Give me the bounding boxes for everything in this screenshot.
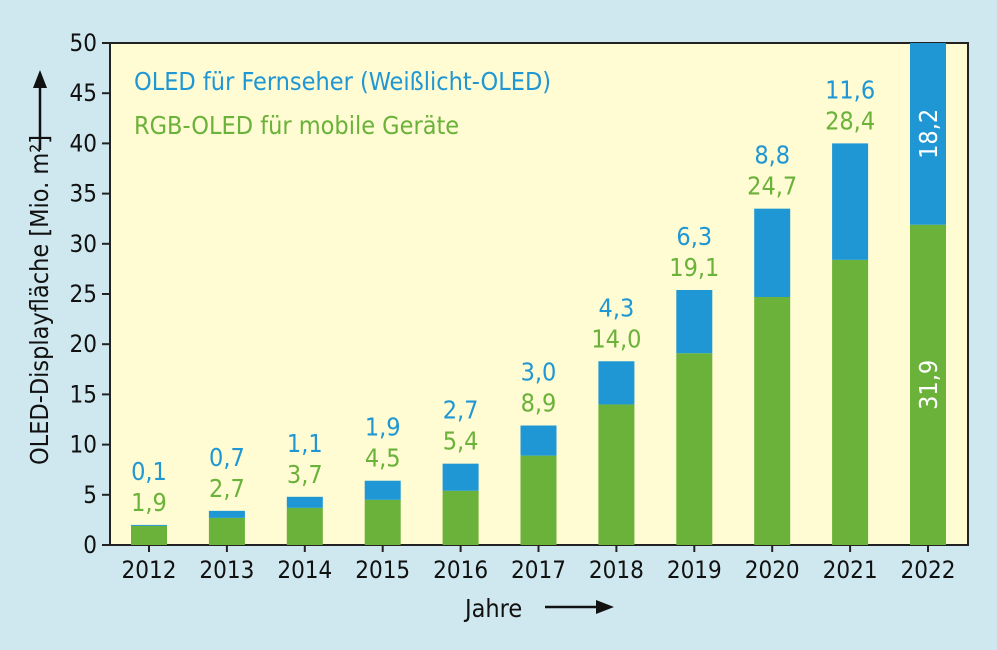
value-label-tv-oled: 4,3 bbox=[599, 293, 635, 322]
bar-rgb-oled bbox=[598, 404, 635, 545]
y-tick-label: 35 bbox=[70, 180, 97, 208]
value-label-rgb-oled: 28,4 bbox=[825, 106, 875, 135]
bar-rgb-oled bbox=[676, 353, 713, 545]
value-label-tv-oled: 0,7 bbox=[209, 443, 245, 472]
bar-rgb-oled bbox=[364, 499, 401, 545]
y-tick-label: 40 bbox=[70, 129, 97, 157]
value-label-tv-oled: 3,0 bbox=[521, 358, 557, 387]
x-tick-label: 2017 bbox=[511, 556, 566, 584]
x-tick-label: 2015 bbox=[355, 556, 410, 584]
x-tick-label: 2019 bbox=[667, 556, 722, 584]
bar-tv-oled bbox=[910, 43, 946, 225]
x-tick-label: 2014 bbox=[277, 556, 332, 584]
bar-rgb-oled bbox=[520, 455, 557, 545]
x-axis-title-group: Jahre bbox=[463, 594, 614, 623]
bar-rgb-oled bbox=[910, 224, 946, 545]
legend-rgb-oled: RGB-OLED für mobile Geräte bbox=[134, 111, 459, 140]
x-tick-label: 2021 bbox=[823, 556, 878, 584]
y-axis-title: OLED-Displayfläche [Mio. m²] bbox=[25, 135, 54, 465]
y-tick-label: 45 bbox=[70, 79, 97, 107]
x-axis-arrow-head bbox=[596, 600, 614, 614]
value-label-rgb-oled: 5,4 bbox=[443, 427, 479, 456]
y-tick-label: 15 bbox=[70, 380, 97, 408]
x-tick-label: 2018 bbox=[589, 556, 644, 584]
value-label-tv-oled: 0,1 bbox=[131, 457, 167, 486]
y-tick-label: 25 bbox=[70, 280, 97, 308]
x-tick-label: 2012 bbox=[122, 556, 177, 584]
bar-tv-oled bbox=[364, 480, 401, 500]
legend-tv-oled: OLED für Fernseher (Weißlicht-OLED) bbox=[134, 67, 551, 96]
value-label-tv-oled: 2,7 bbox=[443, 396, 479, 425]
bar-tv-oled bbox=[832, 143, 869, 260]
bar-tv-oled bbox=[520, 425, 557, 456]
y-tick-label: 0 bbox=[83, 531, 97, 559]
y-tick-label: 20 bbox=[70, 330, 97, 358]
x-tick-label: 2020 bbox=[745, 556, 800, 584]
x-axis-title: Jahre bbox=[463, 594, 522, 623]
x-tick-label: 2013 bbox=[199, 556, 254, 584]
value-label-tv-oled: 1,9 bbox=[365, 413, 401, 442]
value-label-rgb-oled: 3,7 bbox=[287, 460, 323, 489]
bar-rgb-oled bbox=[442, 490, 479, 545]
value-label-rgb-oled: 4,5 bbox=[365, 444, 401, 473]
bar-tv-oled bbox=[286, 496, 323, 508]
bar-rgb-oled bbox=[208, 517, 245, 545]
bar-rgb-oled bbox=[832, 259, 869, 545]
bar-tv-oled bbox=[676, 289, 713, 354]
y-axis-arrow-head bbox=[33, 70, 47, 88]
y-axis-title-group: OLED-Displayfläche [Mio. m²] bbox=[25, 70, 54, 465]
x-tick-label: 2022 bbox=[901, 556, 956, 584]
value-label-rgb-oled: 2,7 bbox=[209, 474, 245, 503]
bar-rgb-oled bbox=[286, 507, 323, 545]
value-label-rgb-oled: 1,9 bbox=[131, 488, 167, 517]
bar-rgb-oled bbox=[754, 297, 791, 545]
value-label-tv-oled: 18,2 bbox=[914, 109, 943, 159]
value-label-tv-oled: 8,8 bbox=[754, 141, 790, 170]
x-tick-label: 2016 bbox=[433, 556, 488, 584]
y-tick-label: 50 bbox=[70, 29, 97, 57]
value-label-tv-oled: 11,6 bbox=[825, 75, 875, 104]
value-label-rgb-oled: 24,7 bbox=[747, 172, 797, 201]
value-label-tv-oled: 1,1 bbox=[287, 429, 323, 458]
value-label-tv-oled: 6,3 bbox=[676, 222, 712, 251]
value-label-rgb-oled: 8,9 bbox=[521, 389, 557, 418]
value-label-rgb-oled: 31,9 bbox=[914, 360, 943, 410]
y-tick-label: 5 bbox=[83, 481, 97, 509]
bar-tv-oled bbox=[754, 208, 791, 298]
bar-tv-oled bbox=[598, 361, 635, 405]
y-tick-label: 10 bbox=[70, 431, 97, 459]
value-label-rgb-oled: 19,1 bbox=[669, 253, 719, 282]
bar-tv-oled bbox=[131, 524, 167, 526]
bar-tv-oled bbox=[442, 463, 479, 491]
bar-tv-oled bbox=[208, 510, 245, 518]
bar-rgb-oled bbox=[131, 525, 167, 545]
y-tick-label: 30 bbox=[70, 230, 97, 258]
value-label-rgb-oled: 14,0 bbox=[591, 324, 641, 353]
